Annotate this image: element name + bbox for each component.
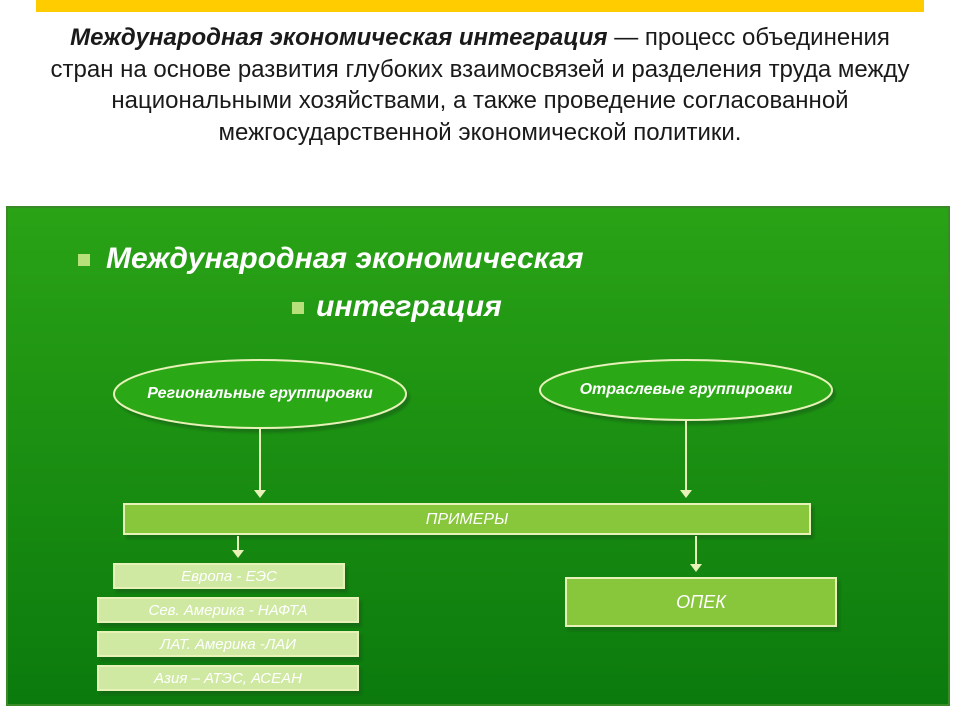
example-item-label: Европа - ЕЭС [181, 568, 277, 585]
example-item-label: ЛАТ. Америка -ЛАИ [159, 636, 296, 653]
diagram-title-line1: Международная экономическая [106, 242, 584, 275]
example-item: Европа - ЕЭС [114, 564, 344, 588]
example-item-label: Азия – АТЭС, АСЕАН [153, 670, 302, 687]
example-item-label: Сев. Америка - НАФТА [149, 602, 308, 619]
ellipse-regional: Региональные группировки [114, 360, 406, 428]
slide: Международная экономическая интеграция —… [0, 0, 960, 720]
definition-paragraph: Международная экономическая интеграция —… [48, 22, 912, 149]
definition-dash: — [608, 24, 645, 51]
diagram-svg: Международная экономическая интеграция Р… [6, 206, 950, 706]
accent-bar [36, 0, 924, 12]
definition-term: Международная экономическая интеграция [70, 24, 607, 51]
examples-box-label: ПРИМЕРЫ [426, 511, 509, 528]
diagram-container: Международная экономическая интеграция Р… [0, 202, 960, 720]
examples-box: ПРИМЕРЫ [124, 504, 810, 534]
bullet-icon [292, 302, 304, 314]
ellipse-sector-label: Отраслевые группировки [580, 381, 793, 398]
ellipse-regional-label: Региональные группировки [147, 385, 373, 402]
ellipse-sector: Отраслевые группировки [540, 360, 832, 420]
diagram-title-line2: интеграция [316, 290, 502, 323]
right-box: ОПЕК [566, 578, 836, 626]
right-box-label: ОПЕК [676, 592, 727, 612]
bullet-icon [78, 254, 90, 266]
example-item: ЛАТ. Америка -ЛАИ [98, 632, 358, 656]
example-item: Азия – АТЭС, АСЕАН [98, 666, 358, 690]
example-item: Сев. Америка - НАФТА [98, 598, 358, 622]
